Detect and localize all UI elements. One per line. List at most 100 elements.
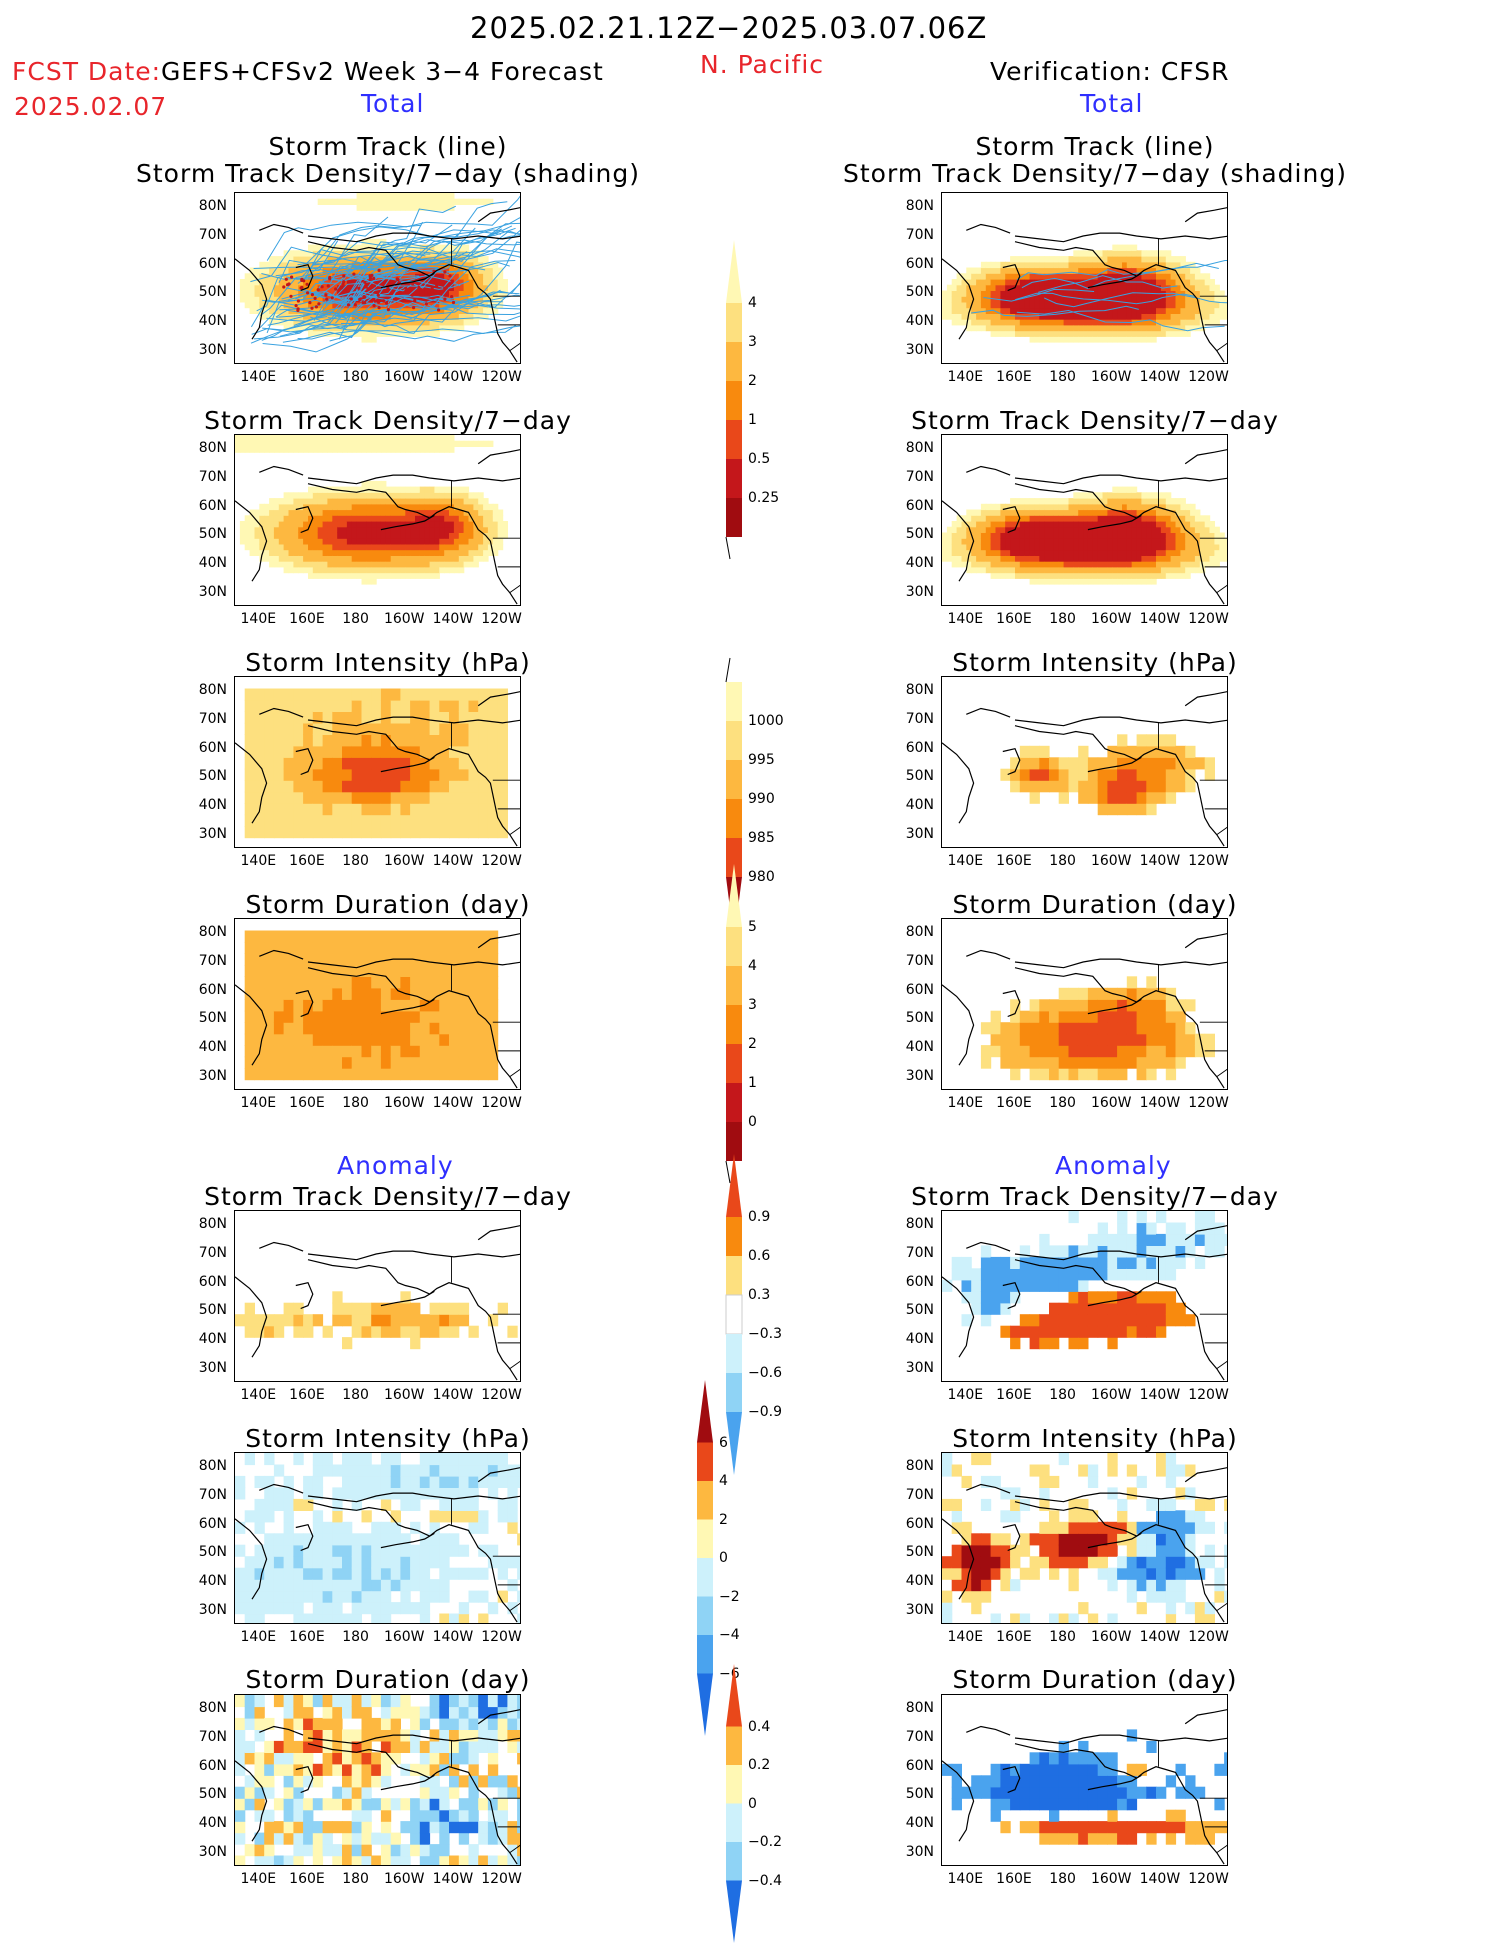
grid-cell <box>1151 313 1157 319</box>
grid-cell <box>1010 555 1016 561</box>
grid-cell <box>323 792 333 804</box>
grid-cell <box>293 510 299 516</box>
grid-cell <box>439 988 449 1000</box>
grid-cell <box>352 504 358 510</box>
y-tick-label: 80N <box>197 1217 227 1231</box>
grid-cell <box>303 689 313 701</box>
grid-cell <box>478 441 484 447</box>
grid-cell <box>1049 331 1055 337</box>
grid-cell <box>488 1057 498 1069</box>
grid-cell <box>381 555 387 561</box>
grid-cell <box>298 561 304 567</box>
storm-center-point <box>300 286 303 289</box>
grid-cell <box>352 711 362 723</box>
grid-cell <box>269 515 275 521</box>
grid-cell <box>469 498 475 504</box>
grid-cell <box>1083 336 1089 342</box>
border-line <box>510 342 521 351</box>
grid-cell <box>1127 780 1137 792</box>
border-line <box>510 1068 521 1077</box>
grid-cell <box>478 976 488 988</box>
grid-cell <box>269 447 275 453</box>
grid-cell <box>323 689 333 701</box>
grid-cell <box>352 510 358 516</box>
grid-cell <box>1098 331 1104 337</box>
grid-cell <box>362 746 372 758</box>
grid-cell <box>444 527 450 533</box>
grid-cell <box>245 296 251 302</box>
grid-cell <box>430 205 436 211</box>
grid-cell <box>952 319 958 325</box>
grid-cell <box>289 492 295 498</box>
x-tick-label: 160W <box>381 370 427 384</box>
grid-cell <box>313 538 319 544</box>
grid-cell <box>347 492 353 498</box>
grid-cell <box>1078 757 1088 769</box>
grid-cell <box>303 498 309 504</box>
grid-cell <box>366 205 372 211</box>
y-tick-label: 70N <box>197 712 227 726</box>
grid-cell <box>1137 313 1143 319</box>
grid-cell <box>1127 1245 1137 1257</box>
grid-cell <box>1020 1280 1030 1292</box>
grid-cell <box>255 826 265 838</box>
grid-cell <box>1030 561 1036 567</box>
grid-cell <box>366 533 372 539</box>
grid-cell <box>1088 256 1094 262</box>
grid-cell <box>366 578 372 584</box>
grid-cell <box>1176 533 1182 539</box>
grid-cell <box>386 573 392 579</box>
grid-cell <box>1059 769 1069 781</box>
grid-cell <box>1127 250 1133 256</box>
grid-cell <box>1146 976 1156 988</box>
grid-cell <box>1073 291 1079 297</box>
grid-cell <box>1205 1211 1215 1223</box>
grid-cell <box>444 544 450 550</box>
grid-cell <box>1137 504 1143 510</box>
grid-cell <box>1127 976 1137 988</box>
grid-cell <box>1195 268 1201 274</box>
grid-cell <box>323 573 329 579</box>
storm-center-point <box>295 304 298 307</box>
grid-cell <box>352 700 362 712</box>
grid-cell <box>1117 538 1123 544</box>
grid-cell <box>347 521 353 527</box>
grid-cell <box>1039 319 1045 325</box>
grid-cell <box>410 205 416 211</box>
grid-cell <box>1156 757 1166 769</box>
grid-cell <box>1093 573 1099 579</box>
grid-cell <box>1064 573 1070 579</box>
storm-center-point <box>289 295 292 298</box>
grid-cell <box>245 1568 255 1580</box>
grid-cell <box>1088 1034 1098 1046</box>
grid-cell <box>284 510 290 516</box>
grid-cell <box>337 527 343 533</box>
grid-cell <box>279 533 285 539</box>
grid-cell <box>396 435 402 441</box>
grid-cell <box>1156 1326 1166 1338</box>
grid-cell <box>1151 578 1157 584</box>
grid-cell <box>1151 510 1157 516</box>
grid-cell <box>396 302 402 308</box>
grid-cell <box>347 573 353 579</box>
grid-cell <box>962 285 968 291</box>
grid-cell <box>1059 1057 1069 1069</box>
grid-cell <box>947 527 953 533</box>
grid-cell <box>459 527 465 533</box>
grid-cell <box>991 1280 1001 1292</box>
grid-cell <box>1137 792 1147 804</box>
grid-cell <box>449 734 459 746</box>
grid-cell <box>1020 268 1026 274</box>
grid-cell <box>503 285 509 291</box>
grid-cell <box>444 533 450 539</box>
grid-cell <box>396 533 402 539</box>
grid-cell <box>454 441 460 447</box>
grid-cell <box>1069 1034 1079 1046</box>
grid-cell <box>342 976 352 988</box>
grid-cell <box>293 567 299 573</box>
grid-cell <box>1166 498 1172 504</box>
grid-cell <box>1156 567 1162 573</box>
grid-cell <box>308 487 314 493</box>
grid-cell <box>400 976 410 988</box>
storm-center-point <box>358 298 361 301</box>
